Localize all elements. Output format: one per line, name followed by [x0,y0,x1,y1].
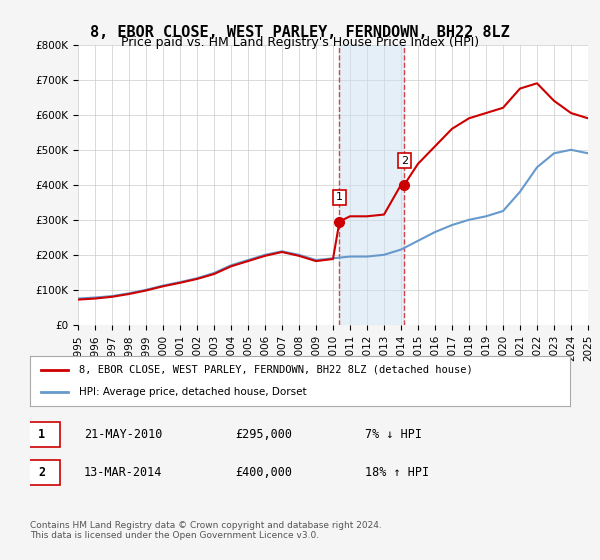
Text: 1: 1 [38,428,46,441]
Text: Price paid vs. HM Land Registry's House Price Index (HPI): Price paid vs. HM Land Registry's House … [121,36,479,49]
Bar [340,45,404,325]
Text: 21-MAY-2010: 21-MAY-2010 [84,428,163,441]
Text: HPI: Average price, detached house, Dorset: HPI: Average price, detached house, Dors… [79,387,306,397]
Text: £400,000: £400,000 [235,466,292,479]
Text: £295,000: £295,000 [235,428,292,441]
Text: 8, EBOR CLOSE, WEST PARLEY, FERNDOWN, BH22 8LZ: 8, EBOR CLOSE, WEST PARLEY, FERNDOWN, BH… [90,25,510,40]
Text: 1: 1 [336,192,343,202]
FancyBboxPatch shape [25,422,60,447]
Text: 18% ↑ HPI: 18% ↑ HPI [365,466,429,479]
Text: 13-MAR-2014: 13-MAR-2014 [84,466,163,479]
Text: 2: 2 [401,156,408,166]
Text: 8, EBOR CLOSE, WEST PARLEY, FERNDOWN, BH22 8LZ (detached house): 8, EBOR CLOSE, WEST PARLEY, FERNDOWN, BH… [79,365,472,375]
Text: 7% ↓ HPI: 7% ↓ HPI [365,428,422,441]
Text: 2: 2 [38,466,46,479]
Text: Contains HM Land Registry data © Crown copyright and database right 2024.
This d: Contains HM Land Registry data © Crown c… [30,521,382,540]
FancyBboxPatch shape [25,460,60,485]
